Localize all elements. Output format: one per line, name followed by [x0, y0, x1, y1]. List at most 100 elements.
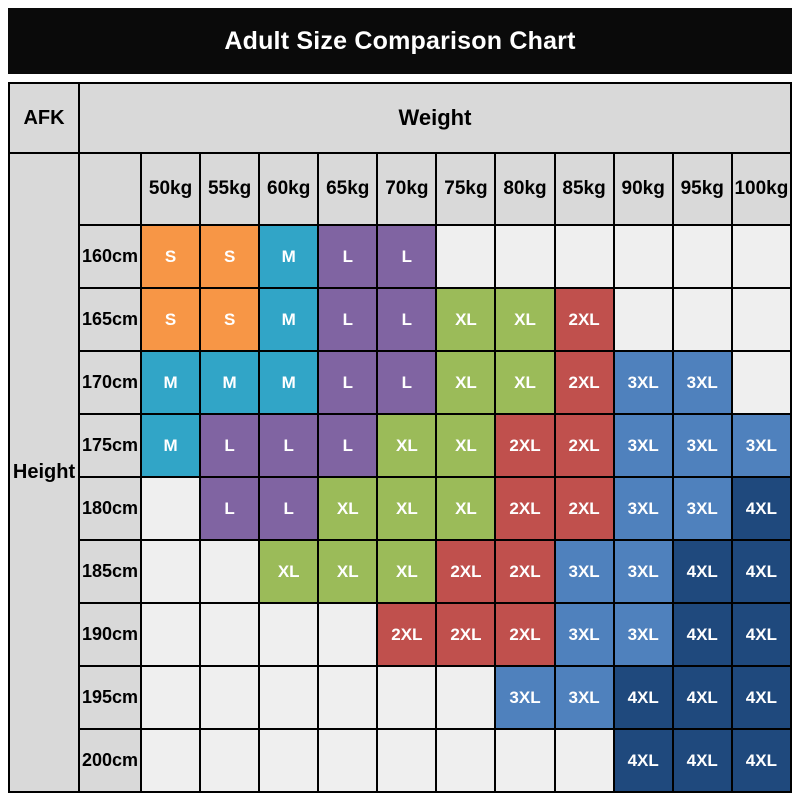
empty-cell: [730, 287, 793, 352]
size-cell: 3XL: [671, 413, 733, 478]
empty-cell: [199, 539, 261, 604]
size-comparison-table: AFK Weight Height 50kg 55kg 60kg 65kg 70kg 75kg 8…: [8, 82, 793, 793]
size-cell: 3XL: [612, 539, 674, 604]
size-cell: L: [317, 350, 379, 415]
size-cell: 2XL: [435, 602, 497, 667]
empty-cell: [730, 350, 793, 415]
col-header: 100kg: [730, 152, 793, 226]
empty-cell: [612, 224, 674, 289]
size-cell: 3XL: [612, 350, 674, 415]
empty-cell: [494, 728, 556, 793]
table-row: 165cm S S M L L XL XL 2XL: [9, 287, 793, 352]
empty-cell: [258, 665, 320, 730]
empty-cell: [553, 728, 615, 793]
blank-header-cell: [78, 152, 142, 226]
empty-cell: [317, 728, 379, 793]
size-cell: L: [376, 224, 438, 289]
col-header: 95kg: [671, 152, 733, 226]
size-cell: 4XL: [612, 728, 674, 793]
size-cell: M: [258, 287, 320, 352]
empty-cell: [139, 728, 202, 793]
size-cell: L: [199, 476, 261, 541]
empty-cell: [494, 224, 556, 289]
size-cell: 2XL: [376, 602, 438, 667]
size-cell: 3XL: [671, 350, 733, 415]
size-cell: 4XL: [671, 665, 733, 730]
corner-label: AFK: [8, 82, 80, 154]
size-cell: 2XL: [435, 539, 497, 604]
size-cell: 4XL: [671, 539, 733, 604]
col-header: 50kg: [139, 152, 202, 226]
size-cell: 2XL: [494, 413, 556, 478]
size-cell: L: [317, 287, 379, 352]
row-header: 200cm: [78, 728, 142, 793]
size-cell: XL: [435, 476, 497, 541]
table-row: 190cm 2XL 2XL 2XL 3XL 3XL 4XL 4XL: [9, 602, 793, 667]
empty-cell: [199, 602, 261, 667]
size-cell: 4XL: [730, 539, 793, 604]
size-cell: L: [199, 413, 261, 478]
empty-cell: [139, 476, 202, 541]
size-cell: 3XL: [553, 539, 615, 604]
size-cell: 2XL: [494, 476, 556, 541]
weight-axis-label: Weight: [78, 82, 792, 154]
col-header: 65kg: [317, 152, 379, 226]
table-row: Height 50kg 55kg 60kg 65kg 70kg 75kg 80kg 85kg 90…: [8, 152, 793, 793]
row-header: 195cm: [78, 665, 142, 730]
size-cell: XL: [494, 287, 556, 352]
empty-cell: [258, 602, 320, 667]
size-cell: 3XL: [494, 665, 556, 730]
size-cell: 2XL: [494, 539, 556, 604]
size-cell: M: [258, 350, 320, 415]
size-cell: 3XL: [612, 602, 674, 667]
row-header: 160cm: [78, 224, 142, 289]
table-row: 175cm M L L L XL XL 2XL 2XL 3XL 3XL 3XL: [9, 413, 793, 478]
size-cell: XL: [494, 350, 556, 415]
size-cell: 3XL: [730, 413, 793, 478]
size-cell: S: [139, 287, 202, 352]
empty-cell: [139, 665, 202, 730]
size-cell: 4XL: [671, 728, 733, 793]
empty-cell: [612, 287, 674, 352]
empty-cell: [376, 728, 438, 793]
size-cell: 4XL: [671, 602, 733, 667]
row-header: 170cm: [78, 350, 142, 415]
table-row: AFK Weight: [8, 82, 792, 154]
size-cell: L: [317, 413, 379, 478]
size-cell: 3XL: [553, 602, 615, 667]
empty-cell: [139, 602, 202, 667]
empty-cell: [139, 539, 202, 604]
size-cell: 4XL: [730, 728, 793, 793]
col-header: 60kg: [258, 152, 320, 226]
empty-cell: [199, 665, 261, 730]
col-header: 80kg: [494, 152, 556, 226]
size-cell: XL: [435, 350, 497, 415]
size-cell: XL: [258, 539, 320, 604]
size-cell: 3XL: [612, 476, 674, 541]
size-cell: 3XL: [612, 413, 674, 478]
height-axis-label: Height: [8, 152, 80, 793]
size-cell: L: [376, 350, 438, 415]
table-row: 185cm XL XL XL 2XL 2XL 3XL 3XL 4XL 4XL: [9, 539, 793, 604]
size-cell: M: [258, 224, 320, 289]
table-row: 170cm M M M L L XL XL 2XL 3XL 3XL: [9, 350, 793, 415]
size-cell: S: [139, 224, 202, 289]
empty-cell: [435, 665, 497, 730]
table-row: 200cm 4XL 4XL 4XL: [9, 728, 793, 793]
empty-cell: [435, 728, 497, 793]
row-header: 165cm: [78, 287, 142, 352]
size-cell: 4XL: [730, 665, 793, 730]
size-cell: 4XL: [612, 665, 674, 730]
empty-cell: [553, 224, 615, 289]
size-cell: S: [199, 224, 261, 289]
empty-cell: [317, 665, 379, 730]
size-cell: 3XL: [671, 476, 733, 541]
table-row: 180cm L L XL XL XL 2XL 2XL 3XL 3XL 4XL: [9, 476, 793, 541]
size-cell: XL: [435, 287, 497, 352]
size-cell: XL: [376, 539, 438, 604]
size-cell: XL: [435, 413, 497, 478]
size-cell: L: [258, 413, 320, 478]
row-header: 175cm: [78, 413, 142, 478]
col-header: 55kg: [199, 152, 261, 226]
